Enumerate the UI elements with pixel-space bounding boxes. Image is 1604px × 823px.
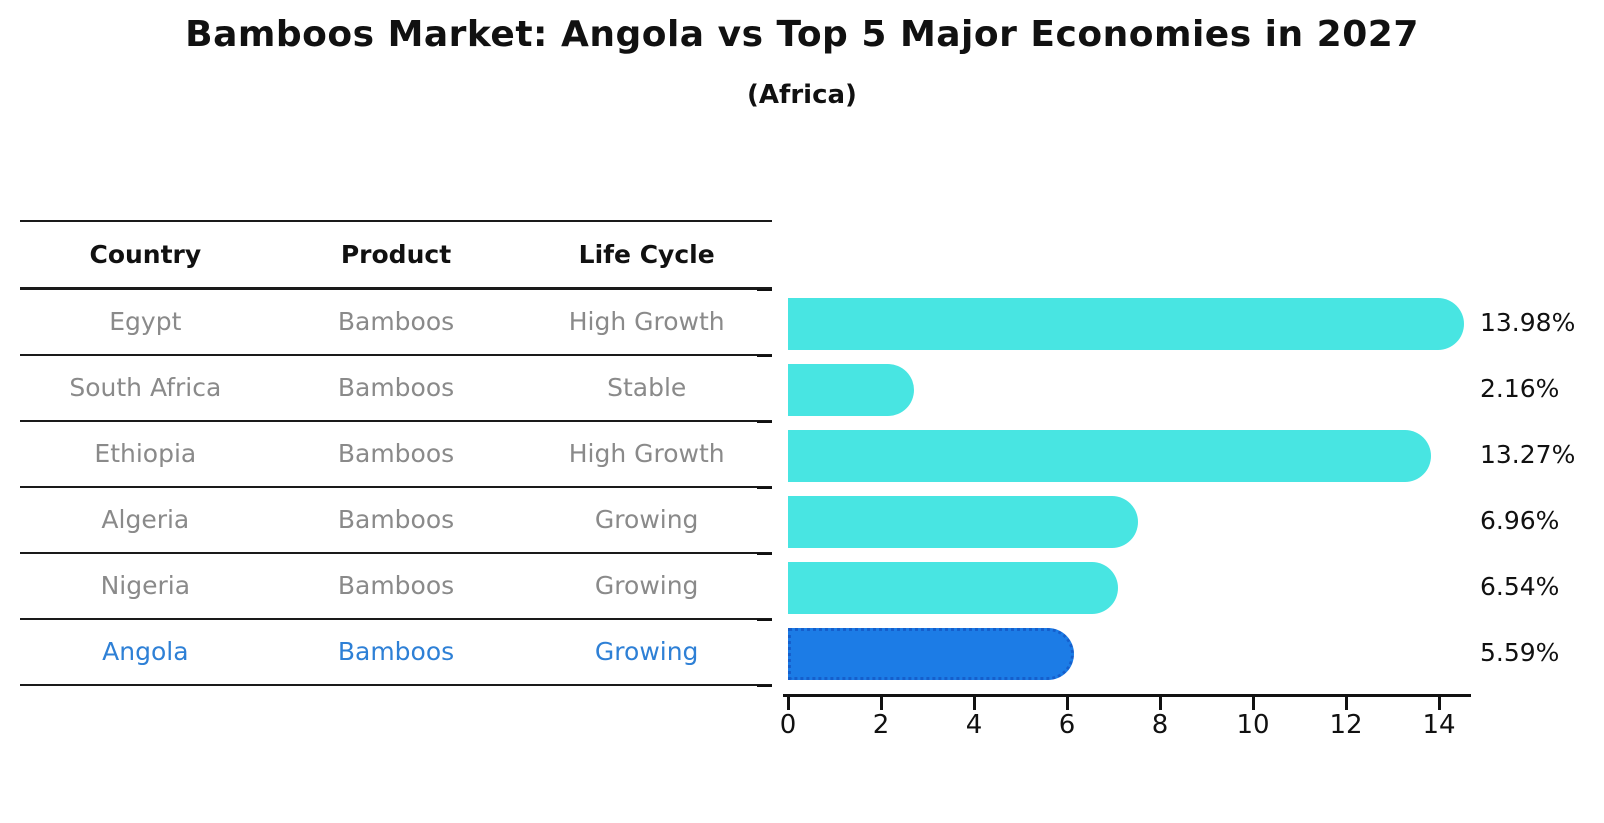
- y-tick-mark: [757, 355, 772, 357]
- x-axis-line: [783, 694, 1471, 697]
- x-tick-label-2: 2: [872, 710, 890, 740]
- table-cell-country: South Africa: [69, 373, 222, 402]
- x-tick-mark-10: [1252, 697, 1255, 710]
- value-label-angola: 5.59%: [1480, 638, 1560, 667]
- table-cell-product: Bamboos: [337, 307, 455, 336]
- table-cell-country: Ethiopia: [94, 439, 197, 468]
- y-tick-mark: [757, 619, 772, 621]
- y-tick-mark: [757, 487, 772, 489]
- table-header-lifecycle: Life Cycle: [578, 240, 715, 269]
- table-cell-country: Angola: [102, 637, 189, 666]
- x-tick-label-12: 12: [1329, 710, 1363, 740]
- x-tick-label-6: 6: [1058, 710, 1076, 740]
- table-header-product: Product: [340, 240, 452, 269]
- bar-nigeria: [788, 562, 1119, 614]
- x-tick-mark-14: [1438, 697, 1441, 710]
- table-rows: Egypt Bamboos High Growth South Africa Bambo…: [20, 290, 772, 686]
- y-tick-mark: [757, 421, 772, 423]
- table-cell-product: Bamboos: [337, 373, 455, 402]
- table-cell-life-cycle: Growing: [594, 637, 699, 666]
- x-tick-mark-2: [880, 697, 883, 710]
- chart-title: Bamboos Market: Angola vs Top 5 Major Ec…: [185, 14, 1419, 55]
- value-label-ethiopia: 13.27%: [1480, 440, 1576, 469]
- x-tick-mark-6: [1066, 697, 1069, 710]
- x-tick-label-10: 10: [1236, 710, 1270, 740]
- comparison-table: Country Product Life Cycle Egypt Bamboos H…: [20, 220, 772, 686]
- table-row-nigeria: Nigeria Bamboos Growing: [20, 554, 772, 620]
- x-tick-label-0: 0: [779, 710, 797, 740]
- bar-ethiopia: [788, 430, 1432, 482]
- value-label-nigeria: 6.54%: [1480, 572, 1560, 601]
- table-cell-country: Nigeria: [100, 571, 191, 600]
- x-tick-label-14: 14: [1422, 710, 1456, 740]
- table-cell-product: Bamboos: [337, 637, 455, 666]
- x-tick-mark-0: [787, 697, 790, 710]
- y-tick-mark: [757, 685, 772, 687]
- x-tick-mark-8: [1159, 697, 1162, 710]
- bar-algeria: [788, 496, 1138, 548]
- table-header-row: Country Product Life Cycle: [20, 222, 772, 290]
- value-label-egypt: 13.98%: [1480, 308, 1576, 337]
- table-cell-product: Bamboos: [337, 505, 455, 534]
- table-cell-life-cycle: Growing: [594, 571, 699, 600]
- table-row-highlight-angola: Angola Bamboos Growing: [20, 620, 772, 686]
- table-cell-life-cycle: High Growth: [568, 307, 725, 336]
- table-row-south-africa: South Africa Bamboos Stable: [20, 356, 772, 422]
- x-tick-mark-4: [973, 697, 976, 710]
- y-tick-mark: [757, 553, 772, 555]
- bar-egypt: [788, 298, 1465, 350]
- value-label-south-africa: 2.16%: [1480, 374, 1560, 403]
- table-cell-country: Egypt: [109, 307, 182, 336]
- value-label-algeria: 6.96%: [1480, 506, 1560, 535]
- table-row-algeria: Algeria Bamboos Growing: [20, 488, 772, 554]
- table-cell-life-cycle: Growing: [594, 505, 699, 534]
- x-tick-mark-12: [1345, 697, 1348, 710]
- table-row-ethiopia: Ethiopia Bamboos High Growth: [20, 422, 772, 488]
- table-cell-life-cycle: Stable: [607, 373, 687, 402]
- table-cell-country: Algeria: [101, 505, 190, 534]
- table-row-egypt: Egypt Bamboos High Growth: [20, 290, 772, 356]
- chart-subtitle: (Africa): [747, 80, 857, 110]
- table-cell-product: Bamboos: [337, 439, 455, 468]
- y-tick-mark: [757, 289, 772, 291]
- table-cell-life-cycle: High Growth: [568, 439, 725, 468]
- x-tick-label-4: 4: [965, 710, 983, 740]
- bar-highlight-angola: [788, 628, 1074, 680]
- bar-south-africa: [788, 364, 915, 416]
- table-header-country: Country: [89, 240, 202, 269]
- x-tick-label-8: 8: [1151, 710, 1169, 740]
- bar-chart-plot: 13.98% 2.16% 13.27% 6.96% 6.54% 5.59% 0 2 4 6 8 10…: [757, 289, 1604, 750]
- table-cell-product: Bamboos: [337, 571, 455, 600]
